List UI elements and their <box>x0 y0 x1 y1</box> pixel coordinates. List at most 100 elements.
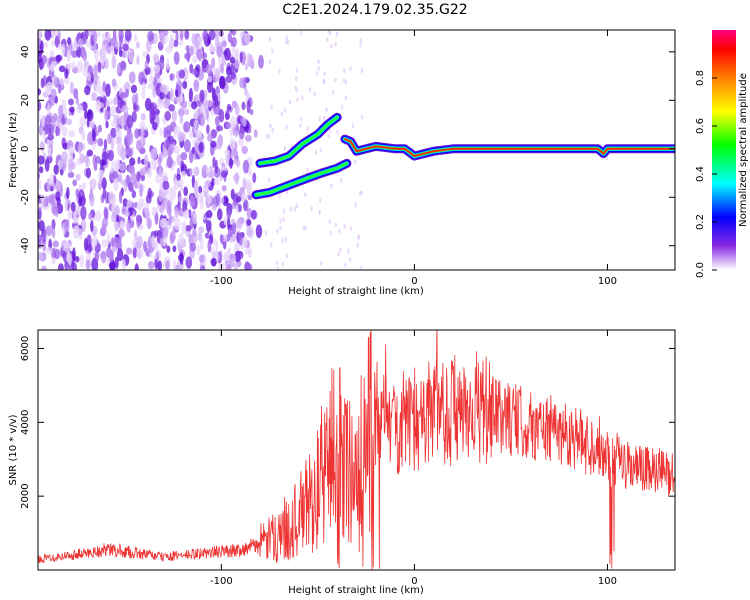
noise-cell <box>174 96 180 103</box>
noise-cell <box>174 207 179 219</box>
noise-cell <box>173 51 180 65</box>
noise-cell <box>227 247 231 255</box>
noise-cell <box>180 152 188 161</box>
x-tick-label: -100 <box>210 576 233 587</box>
noise-cell <box>207 239 212 253</box>
noise-cell <box>110 127 117 139</box>
noise-cell <box>230 37 237 47</box>
noise-cell <box>296 97 299 103</box>
noise-cell <box>73 216 80 224</box>
noise-cell <box>55 191 61 202</box>
noise-cell <box>38 100 42 112</box>
noise-cell <box>73 88 79 99</box>
spectral-track <box>344 138 675 157</box>
noise-cell <box>294 85 297 91</box>
noise-cell <box>220 170 228 178</box>
noise-cell <box>196 48 203 60</box>
noise-cell <box>169 73 174 81</box>
x-tick-label: -100 <box>210 276 233 287</box>
noise-cell <box>97 138 104 147</box>
noise-cell <box>294 76 298 82</box>
noise-cell <box>111 55 117 69</box>
noise-cell <box>149 159 156 170</box>
noise-cell <box>205 219 212 233</box>
noise-cell <box>310 206 313 212</box>
noise-cell <box>72 179 78 187</box>
noise-cell <box>253 129 258 138</box>
noise-cell <box>183 186 189 197</box>
noise-cell <box>241 101 246 111</box>
noise-cell <box>220 63 224 74</box>
noise-cell <box>327 133 330 139</box>
noise-cell <box>244 86 248 96</box>
noise-cell <box>193 166 200 177</box>
noise-cell <box>192 229 197 237</box>
noise-cell <box>177 179 184 186</box>
noise-cell <box>173 129 178 138</box>
noise-cell <box>61 43 66 56</box>
noise-cell <box>154 212 159 225</box>
noise-cell <box>61 158 67 172</box>
noise-cell <box>360 190 363 196</box>
noise-cell <box>51 219 56 230</box>
noise-cell <box>86 40 90 48</box>
noise-cell <box>80 205 87 220</box>
noise-cell <box>330 43 333 49</box>
noise-cell <box>147 260 155 270</box>
noise-cell <box>162 228 168 240</box>
noise-cell <box>89 120 95 130</box>
spectrogram-background <box>38 30 364 270</box>
noise-cell <box>278 193 281 199</box>
noise-cell <box>344 95 347 101</box>
noise-cell <box>268 59 272 65</box>
noise-cell <box>276 228 279 234</box>
noise-cell <box>201 164 208 179</box>
noise-cell <box>282 216 285 222</box>
noise-cell <box>124 30 132 42</box>
noise-cell <box>53 164 59 175</box>
noise-cell <box>211 57 216 69</box>
noise-cell <box>61 125 68 137</box>
noise-cell <box>350 225 353 231</box>
noise-cell <box>64 260 69 270</box>
noise-cell <box>55 182 62 190</box>
noise-cell <box>51 203 57 214</box>
noise-cell <box>72 247 76 262</box>
noise-cell <box>246 99 251 114</box>
noise-cell <box>285 35 288 41</box>
noise-cell <box>44 195 49 208</box>
noise-cell <box>195 129 203 138</box>
noise-cell <box>57 263 64 270</box>
noise-cell <box>304 225 307 231</box>
noise-cell <box>86 149 94 157</box>
noise-cell <box>159 84 167 93</box>
x-tick-label: 0 <box>411 276 417 287</box>
noise-cell <box>349 66 352 72</box>
spectrogram-tracks <box>251 112 675 200</box>
noise-cell <box>57 83 62 94</box>
y-tick-label: 20 <box>20 94 31 107</box>
noise-cell <box>229 137 236 151</box>
noise-cell <box>348 257 352 263</box>
noise-cell <box>128 49 134 63</box>
noise-cell <box>101 223 107 236</box>
noise-cell <box>108 248 114 263</box>
noise-cell <box>144 60 149 70</box>
noise-cell <box>52 30 56 37</box>
noise-cell <box>86 118 90 128</box>
noise-cell <box>227 32 233 43</box>
noise-cell <box>68 158 74 173</box>
noise-cell <box>125 247 133 255</box>
noise-cell <box>235 218 243 230</box>
noise-cell <box>279 225 282 231</box>
noise-cell <box>97 61 102 73</box>
y-tick-label: -20 <box>20 189 31 205</box>
noise-cell <box>64 197 68 212</box>
noise-cell <box>38 172 41 180</box>
noise-cell <box>133 33 138 43</box>
noise-cell <box>116 248 124 262</box>
noise-cell <box>58 65 66 73</box>
noise-cell <box>95 85 103 94</box>
noise-cell <box>85 259 91 270</box>
